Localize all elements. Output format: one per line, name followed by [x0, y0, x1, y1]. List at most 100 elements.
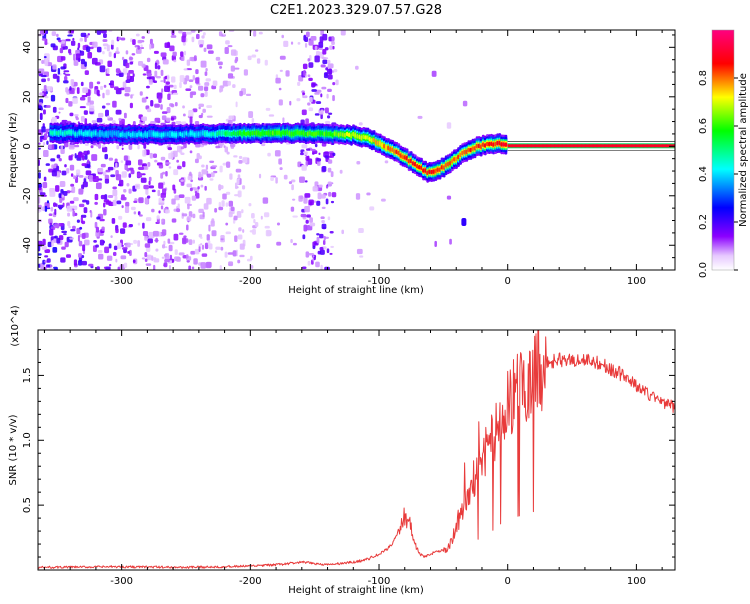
noise-speck	[200, 262, 206, 269]
noise-speck	[262, 197, 269, 204]
noise-speck	[103, 33, 107, 39]
noise-speck	[218, 31, 223, 37]
noise-speck	[79, 106, 86, 109]
noise-speck	[63, 72, 66, 75]
noise-speck	[120, 255, 127, 260]
noise-speck	[133, 200, 138, 204]
noise-speck	[309, 217, 313, 223]
noise-speck	[106, 44, 110, 52]
noise-speck	[96, 216, 101, 220]
noise-speck	[55, 203, 58, 207]
noise-speck	[309, 96, 313, 103]
noise-speck	[103, 84, 107, 88]
colorbar-ticks: 0.0 0.2 0.4 0.6 0.8	[698, 70, 738, 278]
noise-speck	[55, 185, 60, 192]
noise-speck	[154, 70, 158, 78]
noise-speck	[108, 201, 114, 207]
ridge-cell	[538, 144, 544, 148]
noise-speck	[140, 44, 143, 48]
ridge-cell	[650, 144, 656, 148]
noise-speck	[59, 196, 63, 204]
noise-speck	[312, 255, 315, 262]
noise-speck	[203, 203, 209, 210]
noise-speck	[237, 174, 241, 181]
noise-speck	[168, 264, 171, 270]
noise-speck	[96, 30, 102, 35]
noise-speck	[188, 239, 193, 245]
x-tick-label: 100	[627, 576, 646, 587]
noise-speck	[172, 184, 176, 191]
noise-speck	[308, 77, 313, 82]
noise-speck	[107, 194, 114, 199]
noise-speck	[332, 82, 336, 86]
colorbar-gradient	[712, 30, 734, 270]
noise-speck	[204, 91, 208, 98]
noise-speck	[225, 222, 229, 226]
noise-speck	[303, 35, 307, 41]
noise-speck	[125, 160, 132, 166]
noise-speck	[98, 253, 104, 260]
ridge-cell	[584, 144, 590, 148]
noise-speck	[319, 246, 324, 251]
noise-speck	[176, 159, 180, 163]
noise-speck	[182, 113, 186, 117]
noise-speck	[93, 240, 97, 243]
noise-speck	[105, 109, 109, 117]
noise-speck	[190, 179, 194, 183]
noise-speck	[332, 45, 335, 50]
noise-speck	[121, 205, 124, 209]
noise-speck	[321, 206, 326, 209]
noise-speck	[44, 205, 48, 212]
y-tick-label: 40	[22, 41, 33, 54]
noise-speck	[39, 92, 44, 96]
noise-speck	[308, 199, 314, 206]
noise-speck	[327, 63, 334, 69]
noise-speck	[61, 194, 65, 198]
noise-speck	[260, 215, 263, 220]
noise-speck	[154, 117, 161, 123]
noise-speck	[313, 256, 316, 261]
noise-speck	[200, 60, 207, 68]
noise-speck	[102, 43, 109, 47]
noise-speck	[92, 41, 98, 48]
noise-speck	[56, 154, 61, 159]
noise-speck	[105, 266, 111, 270]
noise-speck	[160, 104, 163, 110]
noise-speck	[72, 225, 76, 230]
noise-speck	[228, 115, 235, 120]
ridge-cell	[642, 144, 648, 148]
noise-speck	[110, 235, 113, 238]
noise-speck	[137, 159, 143, 166]
noise-speck	[289, 100, 292, 106]
noise-speck	[204, 71, 208, 77]
noise-speck	[85, 170, 92, 176]
noise-speck	[320, 264, 323, 270]
noise-speck	[153, 80, 158, 84]
x-tick-label: 0	[505, 276, 511, 287]
noise-speck	[326, 93, 329, 99]
noise-speck	[54, 223, 60, 228]
noise-speck	[94, 221, 98, 229]
ridge-cell	[631, 144, 637, 148]
noise-speck	[185, 88, 192, 92]
noise-speck	[122, 81, 127, 88]
colorbar-label: Normalized spectral amplitude	[738, 73, 749, 227]
noise-speck	[112, 251, 117, 257]
snr-background	[38, 330, 675, 570]
noise-speck	[186, 216, 192, 222]
noise-speck	[177, 203, 180, 209]
y-tick-label: 1.5	[22, 367, 33, 383]
x-tick-label: 0	[505, 576, 511, 587]
noise-speck	[172, 150, 178, 158]
noise-speck	[417, 115, 423, 119]
noise-speck	[148, 185, 155, 189]
noise-speck	[72, 97, 78, 104]
noise-speck	[87, 52, 93, 59]
noise-speck	[183, 235, 187, 238]
noise-speck	[209, 178, 214, 181]
noise-speck	[195, 192, 200, 199]
noise-speck	[227, 80, 231, 86]
noise-speck	[56, 237, 61, 244]
noise-speck	[104, 246, 110, 254]
noise-speck	[358, 122, 363, 126]
